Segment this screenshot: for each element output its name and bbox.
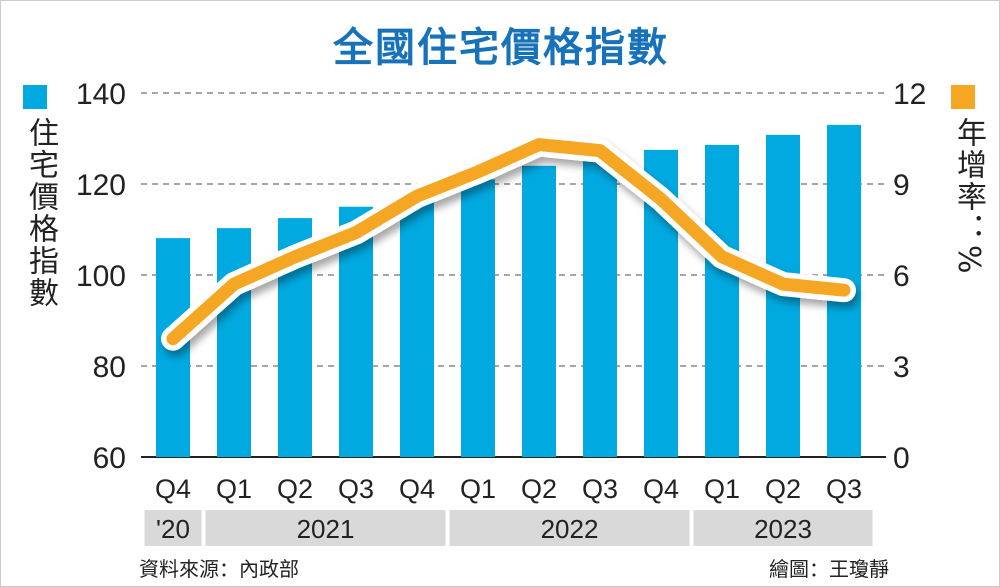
- line-point: [782, 283, 784, 286]
- x-tick-label: Q4: [399, 474, 435, 504]
- left-tick-label: 100: [76, 260, 126, 293]
- right-axis-label: 年增率：%: [951, 117, 986, 276]
- line-point: [538, 143, 540, 146]
- x-tick-label: Q1: [216, 474, 252, 504]
- year-band: [205, 510, 446, 546]
- source-note: 資料來源：內政部: [139, 557, 299, 581]
- x-tick-label: Q1: [704, 474, 740, 504]
- bar: [583, 158, 617, 457]
- right-tick-label: 12: [893, 78, 926, 111]
- bar: [217, 228, 251, 457]
- x-tick-label: Q1: [460, 474, 496, 504]
- x-tick-label: Q2: [521, 474, 557, 504]
- chart-title: 全國住宅價格指數: [333, 25, 669, 71]
- x-tick-label: Q2: [277, 474, 313, 504]
- right-tick-label: 6: [893, 260, 910, 293]
- line-point: [416, 195, 418, 198]
- bar: [522, 165, 556, 458]
- line-point: [843, 289, 845, 292]
- year-label: 2021: [297, 514, 355, 544]
- line-point: [721, 255, 723, 258]
- x-tick-label: Q4: [155, 474, 191, 504]
- left-tick-label: 120: [76, 169, 126, 202]
- x-tick-label: Q2: [765, 474, 801, 504]
- line-outline: [161, 132, 856, 351]
- year-label: 2023: [754, 514, 812, 544]
- x-tick-label: Q3: [582, 474, 618, 504]
- year-label: '20: [156, 514, 190, 544]
- left-axis-label: 住宅價格指數: [23, 117, 58, 309]
- right-tick-label: 0: [893, 442, 910, 475]
- line-point: [355, 231, 357, 234]
- bar: [705, 144, 739, 457]
- right-tick-label: 9: [893, 169, 910, 202]
- growth-line: [166, 138, 851, 346]
- left-tick-label: 80: [93, 351, 126, 384]
- legend-swatch-index: [23, 85, 47, 109]
- line-point: [294, 255, 296, 258]
- year-band: [144, 510, 202, 546]
- legend-swatch-growth: [951, 85, 975, 109]
- x-tick-label: Q4: [643, 474, 679, 504]
- line-point: [660, 198, 662, 201]
- year-label: 2022: [541, 514, 599, 544]
- year-band: [693, 510, 873, 546]
- x-tick-label: Q3: [826, 474, 862, 504]
- right-tick-label: 3: [893, 351, 910, 384]
- bar: [461, 179, 495, 457]
- credit-note: 繪圖：王瓊靜: [769, 557, 889, 581]
- x-tick-label: Q3: [338, 474, 374, 504]
- year-band: [449, 510, 690, 546]
- bar: [400, 193, 434, 457]
- left-tick-label: 60: [93, 442, 126, 475]
- left-tick-label: 140: [76, 78, 126, 111]
- line-point: [233, 283, 235, 286]
- line-point: [477, 170, 479, 173]
- line-point: [172, 337, 174, 340]
- line-point: [599, 149, 601, 152]
